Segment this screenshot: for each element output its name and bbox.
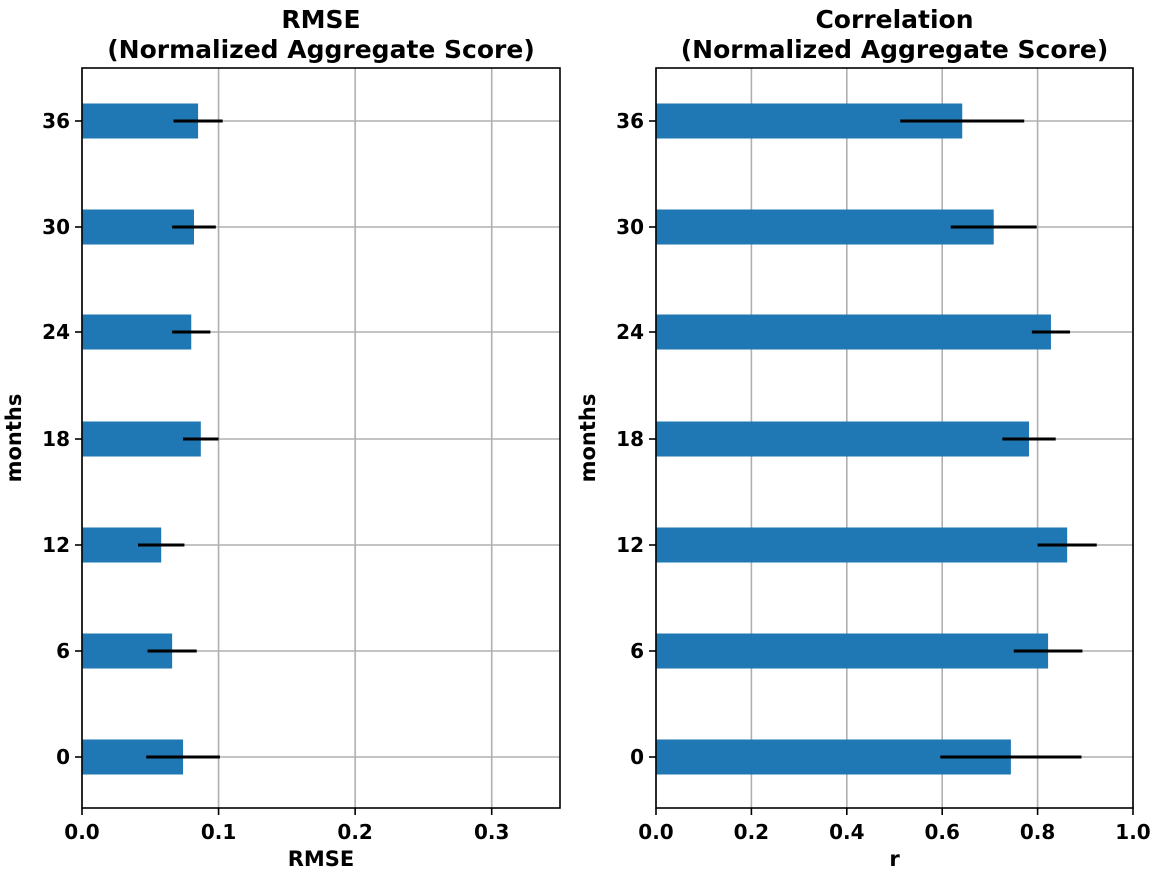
rmse-x-tick-label: 0.2 (337, 820, 372, 844)
correlation-x-tick-label: 0.8 (1020, 820, 1055, 844)
correlation-bar-24 (656, 314, 1051, 350)
correlation-y-tick-label: 18 (616, 427, 644, 451)
rmse-x-tick-label: 0.1 (201, 820, 236, 844)
correlation-bar-30 (656, 209, 994, 245)
correlation-y-tick-label: 36 (616, 109, 644, 133)
rmse-y-axis-label: months (2, 394, 26, 483)
correlation-y-tick-label: 24 (616, 320, 644, 344)
rmse-y-tick-label: 36 (42, 109, 70, 133)
rmse-y-tick-label: 30 (42, 215, 70, 239)
correlation-chart-title: Correlation (815, 5, 973, 34)
correlation-y-tick-label: 0 (630, 745, 644, 769)
correlation-plot-frame (655, 67, 1134, 809)
rmse-x-tick-label: 0.0 (64, 820, 99, 844)
rmse-y-tick-label: 18 (42, 427, 70, 451)
correlation-x-tick-label: 0.2 (734, 820, 769, 844)
correlation-y-tick-label: 6 (630, 639, 644, 663)
rmse-x-tick-label: 0.3 (474, 820, 509, 844)
correlation-bar-18 (656, 421, 1030, 457)
correlation-x-tick-label: 0.6 (924, 820, 959, 844)
correlation-x-axis-label: r (889, 847, 900, 871)
rmse-chart-panel: 0.0 0.1 0.2 0.3061218243036RMSEmonthsRMSE(N… (2, 5, 561, 871)
correlation-x-tick-label: 1.0 (1115, 820, 1150, 844)
correlation-bar-6 (656, 633, 1049, 669)
correlation-y-tick-label: 30 (616, 215, 644, 239)
rmse-chart-subtitle: (Normalized Aggregate Score) (107, 35, 535, 64)
correlation-bar-12 (656, 527, 1068, 563)
rmse-plot-frame (81, 67, 561, 809)
correlation-y-axis-label: months (576, 394, 600, 483)
rmse-y-tick-label: 0 (56, 745, 70, 769)
rmse-y-tick-label: 12 (42, 533, 70, 557)
rmse-chart-title: RMSE (281, 5, 360, 34)
correlation-chart-panel: 0.0 0.2 0.4 0.6 0.8 1.0 0 6 12 18 24 30 36 r months Cor… (576, 5, 1151, 871)
correlation-chart-subtitle: (Normalized Aggregate Score) (681, 35, 1109, 64)
correlation-x-tick-label: 0.4 (829, 820, 864, 844)
rmse-y-tick-label: 24 (42, 320, 70, 344)
correlation-x-tick-label: 0.0 (638, 820, 673, 844)
rmse-x-axis-label: RMSE (288, 847, 355, 871)
correlation-y-tick-label: 12 (616, 533, 644, 557)
rmse-bar-18 (82, 421, 201, 457)
rmse-y-tick-label: 6 (56, 639, 70, 663)
